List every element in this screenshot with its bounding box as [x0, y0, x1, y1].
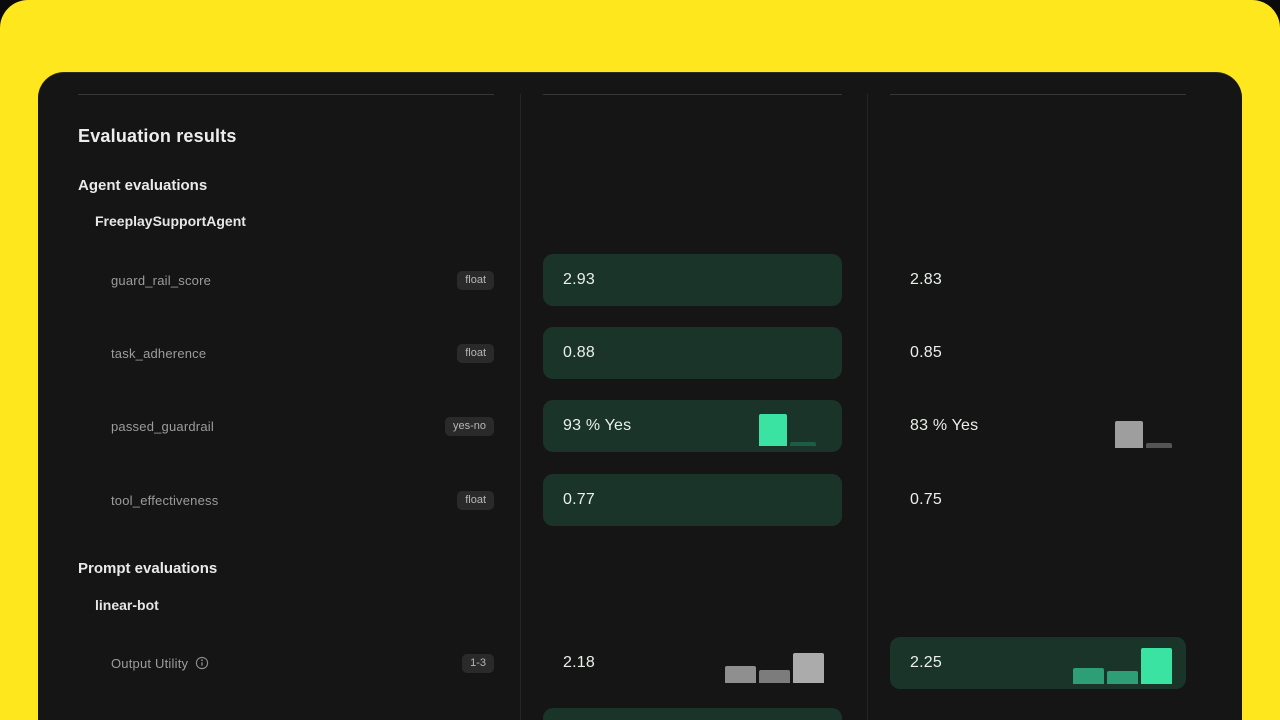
result-cell-b-tool-effectiveness[interactable]: 0.75 [890, 474, 1186, 526]
metric-type-badge: yes-no [444, 416, 494, 436]
section-heading-agent-evaluations: Agent evaluations [78, 177, 208, 194]
metric-type-badge: float [457, 270, 494, 290]
metric-row-task-adherence: task_adherence float [78, 327, 494, 379]
yes-no-mini-bar-chart [759, 414, 816, 446]
vertical-divider-2 [867, 94, 868, 720]
result-value: 83 % Yes [910, 417, 979, 434]
metric-label: tool_effectiveness [111, 492, 219, 508]
metric-type-badge: 1-3 [462, 653, 494, 673]
result-cell-a-tool-effectiveness[interactable]: 0.77 [543, 474, 842, 526]
labels-column-divider [78, 94, 494, 95]
score-distribution-mini-bar-chart [725, 653, 824, 683]
metric-row-output-utility: Output Utility 1-3 [78, 637, 494, 689]
prompt-group-name: linear-bot [95, 597, 159, 613]
result-cell-a-next-row-partial[interactable] [543, 708, 842, 720]
result-value: 0.77 [563, 491, 595, 508]
result-value: 2.18 [563, 654, 595, 671]
bin-1-bar [725, 666, 756, 683]
result-value: 0.85 [910, 344, 942, 361]
column-b-divider [890, 94, 1186, 95]
evaluation-results-card: Evaluation results Agent evaluations Fre… [38, 72, 1242, 720]
bin-1-bar [1073, 668, 1104, 684]
bin-3-bar [1141, 648, 1172, 684]
result-value: 93 % Yes [563, 417, 632, 434]
bin-2-bar [759, 670, 790, 683]
yes-no-mini-bar-chart [1115, 421, 1172, 448]
metric-row-tool-effectiveness: tool_effectiveness float [78, 474, 494, 526]
column-a-divider [543, 94, 842, 95]
result-cell-a-task-adherence[interactable]: 0.88 [543, 327, 842, 379]
section-heading-prompt-evaluations: Prompt evaluations [78, 560, 218, 577]
yes-bar [1115, 421, 1143, 448]
result-cell-a-passed-guardrail[interactable]: 93 % Yes [543, 400, 842, 452]
metric-row-guard-rail-score: guard_rail_score float [78, 254, 494, 306]
result-value: 2.83 [910, 271, 942, 288]
metric-row-passed-guardrail: passed_guardrail yes-no [78, 400, 494, 452]
metric-type-badge: float [457, 343, 494, 363]
result-cell-b-output-utility[interactable]: 2.25 [890, 637, 1186, 689]
yes-bar [759, 414, 787, 446]
score-distribution-mini-bar-chart [1073, 648, 1172, 684]
page-title: Evaluation results [78, 126, 237, 146]
result-value: 0.88 [563, 344, 595, 361]
metric-label: task_adherence [111, 345, 207, 361]
result-cell-a-output-utility[interactable]: 2.18 [543, 637, 842, 689]
metric-label: Output Utility [111, 655, 189, 671]
result-cell-b-guard-rail-score[interactable]: 2.83 [890, 254, 1186, 306]
metric-type-badge: float [457, 490, 494, 510]
vertical-divider-1 [520, 94, 521, 720]
result-cell-b-passed-guardrail[interactable]: 83 % Yes [890, 400, 1186, 452]
result-cell-b-task-adherence[interactable]: 0.85 [890, 327, 1186, 379]
result-cell-a-guard-rail-score[interactable]: 2.93 [543, 254, 842, 306]
bin-2-bar [1107, 671, 1138, 684]
result-value: 2.93 [563, 271, 595, 288]
metric-label: passed_guardrail [111, 418, 214, 434]
no-bar [1146, 443, 1172, 448]
result-value: 0.75 [910, 491, 942, 508]
info-icon[interactable] [195, 656, 209, 670]
bin-3-bar [793, 653, 824, 683]
agent-group-name: FreeplaySupportAgent [95, 213, 246, 229]
metric-label: guard_rail_score [111, 272, 212, 288]
result-value: 2.25 [910, 654, 942, 671]
no-bar [790, 442, 816, 446]
